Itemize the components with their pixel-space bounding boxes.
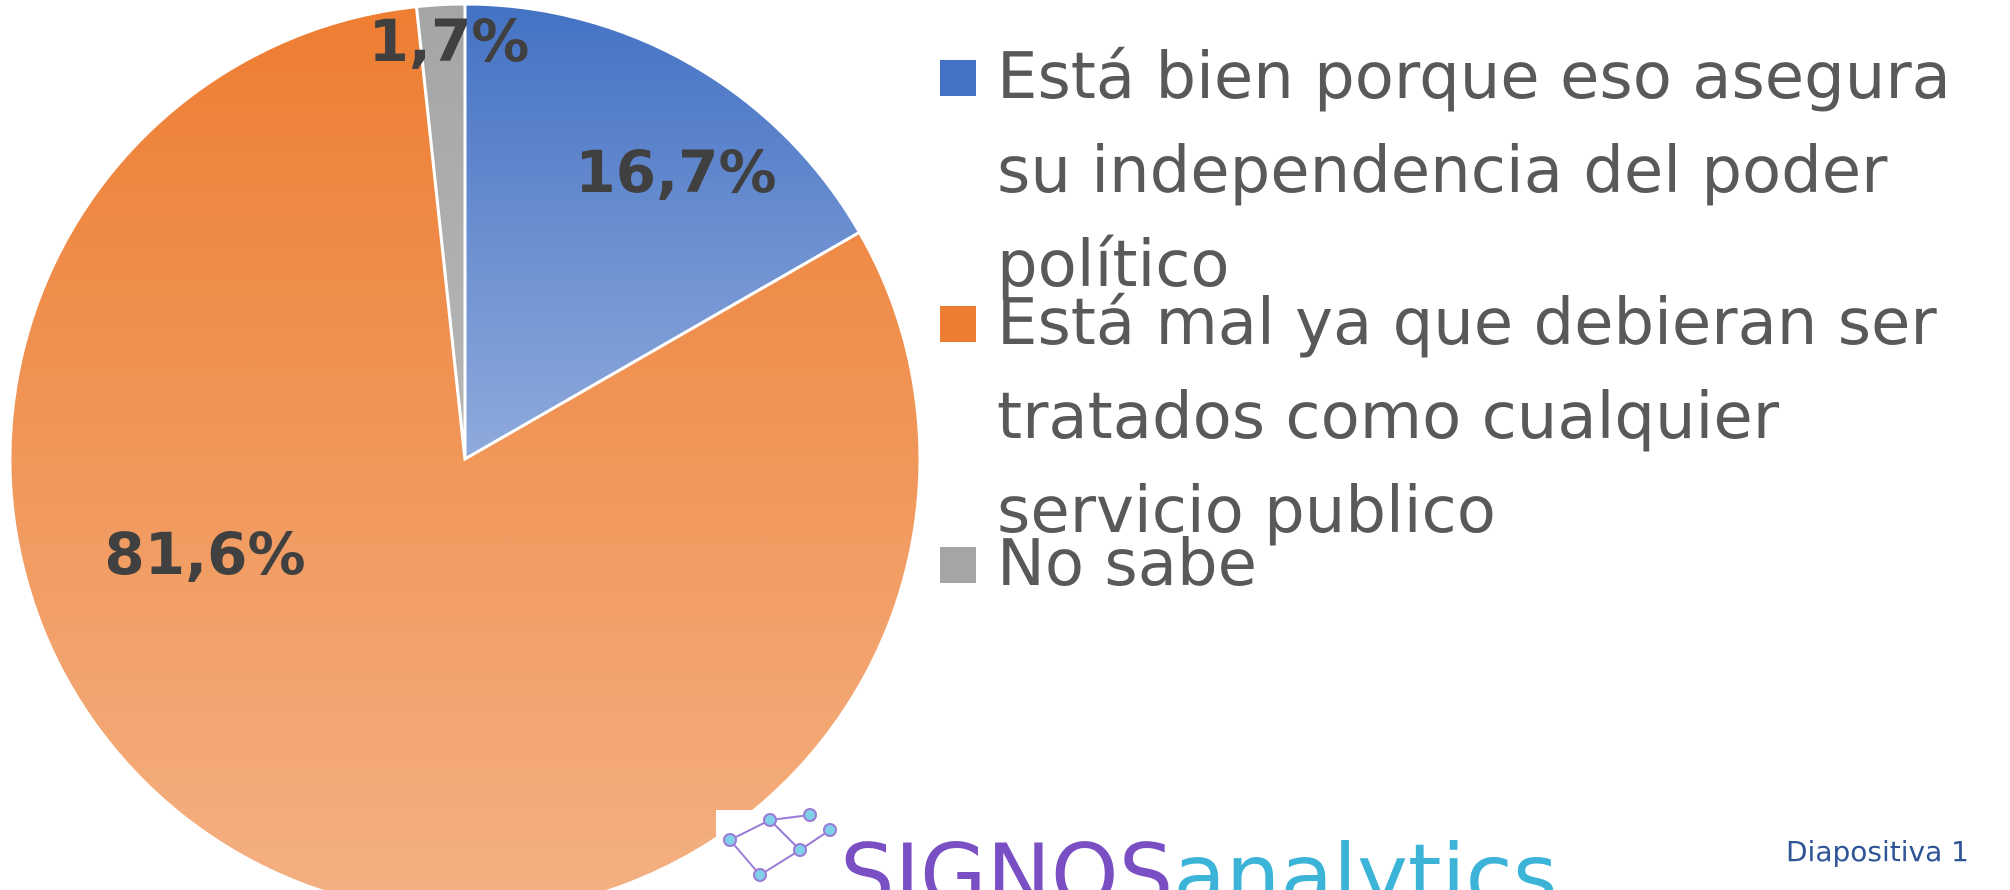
legend-swatch — [940, 306, 976, 342]
pie-slice — [8, 4, 922, 890]
data-label: 81,6% — [104, 520, 305, 588]
pie: 16,7% 81,6% 1,7% — [8, 2, 922, 890]
legend-label: No sabe — [997, 527, 1257, 601]
legend-label: Está bien porque eso asegura su independ… — [997, 40, 1951, 302]
slide-label: Diapositiva 1 — [1786, 835, 1969, 868]
logo-background — [716, 810, 1442, 890]
legend-swatch — [940, 547, 976, 583]
logo-icon — [723, 808, 837, 882]
data-label: 16,7% — [575, 138, 776, 206]
legend-label: Está mal ya que debieran ser tratados co… — [997, 286, 1937, 548]
logo-part: SIGNOS — [840, 826, 1173, 890]
logo-part: analytics — [1173, 826, 1557, 890]
pie-slice — [463, 2, 862, 462]
legend-swatch — [940, 60, 976, 96]
logo-text: SIGNOSanalytics — [840, 826, 1558, 890]
data-label: 1,7% — [369, 7, 530, 75]
pie-slice — [414, 2, 467, 460]
